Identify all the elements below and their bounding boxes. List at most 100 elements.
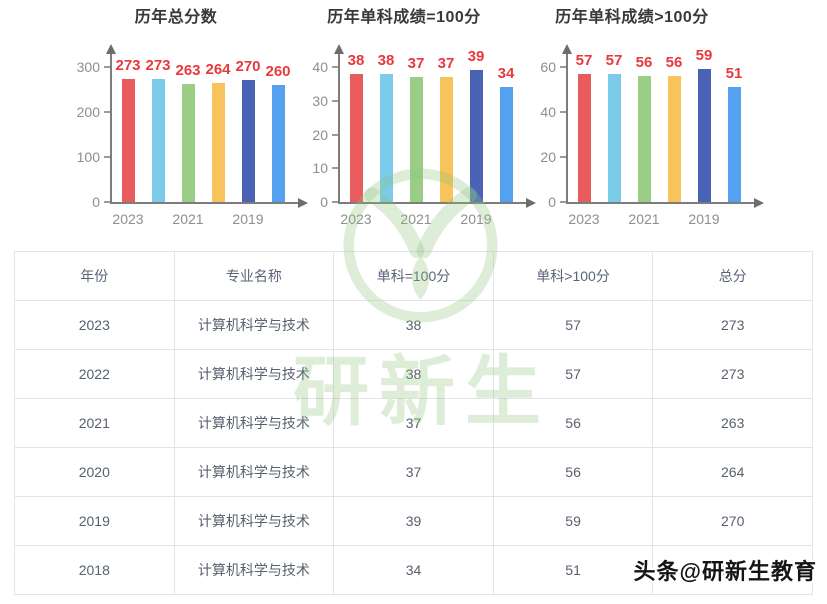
bar-2022	[152, 79, 165, 202]
y-axis-tick-label: 200	[76, 104, 100, 120]
bar-value-label: 56	[665, 54, 683, 71]
bar-2021	[638, 76, 651, 202]
y-axis-tick-label: 40	[312, 59, 328, 75]
bar-value-label: 37	[407, 55, 425, 72]
bar-value-label: 270	[235, 58, 261, 75]
table-cell: 51	[492, 545, 654, 595]
table-cell: 2018	[14, 545, 175, 595]
y-axis-tick	[104, 111, 110, 113]
y-axis-tick-label: 20	[312, 126, 328, 143]
table-cell: 56	[492, 447, 654, 497]
y-axis-tick	[332, 66, 338, 68]
x-axis-arrow-icon	[754, 198, 764, 208]
x-axis-arrow-icon	[298, 198, 308, 208]
y-axis-tick-label: 30	[312, 92, 328, 109]
x-axis-arrow-icon	[526, 198, 536, 208]
table-cell: 34	[333, 545, 494, 595]
x-axis-label: 2023	[112, 211, 144, 227]
bar-2018	[728, 87, 741, 202]
y-axis-arrow-icon	[106, 44, 116, 54]
table-cell: 57	[492, 300, 654, 350]
table-row: 2021 计算机科学与技术 37 56 263	[14, 398, 813, 448]
chart-single-subject-over-100: 历年单科成绩>100分 0 20 40 60 57 57 56 56 59 51 2023 2021 2…	[504, 6, 764, 243]
y-axis-tick	[104, 201, 110, 203]
y-axis-tick	[560, 111, 566, 113]
table-cell: 计算机科学与技术	[173, 496, 335, 546]
plot-area: 0 100 200 300 273 273 263 264 270 260 2023 2021 2019	[77, 44, 308, 227]
chart-total-score: 历年总分数 0 100 200 300 273 273 263 264 270 260 2023 20…	[48, 6, 308, 243]
table-cell: 2022	[14, 349, 175, 399]
table-header-cell: 单科=100分	[333, 251, 494, 301]
bar-2023	[578, 74, 591, 202]
table-cell: 260	[652, 545, 813, 595]
table-cell: 59	[492, 496, 654, 546]
table-cell: 2023	[14, 300, 175, 350]
bar-value-label: 273	[145, 57, 171, 74]
bar-value-label: 34	[497, 65, 515, 82]
y-axis-tick-label: 0	[548, 194, 556, 210]
bar-2020	[440, 77, 453, 202]
y-axis-tick-label: 20	[540, 149, 556, 165]
y-axis-tick	[560, 156, 566, 158]
y-axis-extension	[566, 53, 568, 67]
table-cell: 57	[492, 349, 654, 399]
y-axis-tick-label: 60	[540, 59, 556, 75]
table-row: 2023 计算机科学与技术 38 57 273	[14, 300, 813, 350]
bar-2019	[242, 80, 255, 202]
table-header-cell: 总分	[652, 251, 813, 301]
bar-value-label: 56	[635, 54, 653, 71]
y-axis-tick	[332, 133, 338, 136]
bar-2022	[380, 74, 393, 202]
table-header-cell: 年份	[14, 251, 175, 301]
bar-2021	[182, 84, 195, 202]
bar-2021	[410, 77, 423, 202]
bar-value-label: 38	[347, 52, 365, 69]
bar-value-label: 39	[467, 48, 485, 65]
y-axis-tick	[104, 66, 110, 68]
y-axis-tick-label: 40	[540, 104, 556, 120]
table-cell: 38	[333, 300, 494, 350]
table-header-cell: 单科>100分	[492, 251, 654, 301]
y-axis-tick-label: 300	[76, 59, 100, 75]
bar-value-label: 57	[575, 52, 593, 69]
table-row: 2020 计算机科学与技术 37 56 264	[14, 447, 813, 497]
table-header-cell: 专业名称	[173, 251, 335, 301]
y-axis-tick-label: 100	[76, 149, 100, 165]
table-cell: 计算机科学与技术	[173, 398, 335, 448]
bar-value-label: 273	[115, 57, 141, 74]
table-cell: 37	[333, 398, 494, 448]
table-cell: 2019	[14, 496, 175, 546]
chart-title: 历年总分数	[134, 9, 218, 26]
table-cell: 270	[652, 496, 813, 546]
y-axis-tick	[560, 66, 566, 68]
table-cell: 38	[333, 349, 494, 399]
bar-value-label: 37	[437, 55, 455, 72]
x-axis-label: 2021	[628, 211, 660, 227]
credit-watermark: 头条@研新生教育	[633, 559, 817, 584]
y-axis-extension	[110, 53, 112, 67]
bar-value-label: 59	[695, 47, 713, 64]
y-axis-extension	[338, 53, 340, 67]
bar-2023	[350, 74, 363, 202]
y-axis-tick	[332, 167, 338, 170]
table-row: 2022 计算机科学与技术 38 57 273	[14, 349, 813, 399]
bar-value-label: 57	[605, 52, 623, 69]
plot-box: 0 20 40 60 57 57 56 56 59 51 2023 2021 2019	[504, 44, 764, 243]
table-header-row: 年份 专业名称 单科=100分 单科>100分 总分	[14, 251, 813, 301]
bar-2022	[608, 74, 621, 202]
table-row: 2018 计算机科学与技术 34 51 260	[14, 545, 813, 595]
table-cell: 37	[333, 447, 494, 497]
y-axis-tick-label: 0	[320, 194, 328, 210]
table-body: 2023 计算机科学与技术 38 57 273 2022 计算机科学与技术 38 57 273 20…	[14, 300, 813, 595]
scores-table: 年份 专业名称 单科=100分 单科>100分 总分 2023 计算机科学与技术 38 57 2…	[14, 251, 813, 595]
plot-area: 0 10 20 30 40 38 38 37 37 39 34 2023 2021 2019	[312, 44, 536, 227]
table-cell: 2021	[14, 398, 175, 448]
chart-single-subject-100: 历年单科成绩=100分 0 10 20 30 40 38 38 37 37 39 34 2023 202…	[276, 6, 536, 243]
chart-title: 历年单科成绩=100分	[327, 9, 481, 26]
table-cell: 273	[652, 300, 813, 350]
table-row: 2019 计算机科学与技术 39 59 270	[14, 496, 813, 546]
bar-2019	[470, 70, 483, 202]
table-cell: 56	[492, 398, 654, 448]
bar-value-label: 38	[377, 52, 395, 69]
